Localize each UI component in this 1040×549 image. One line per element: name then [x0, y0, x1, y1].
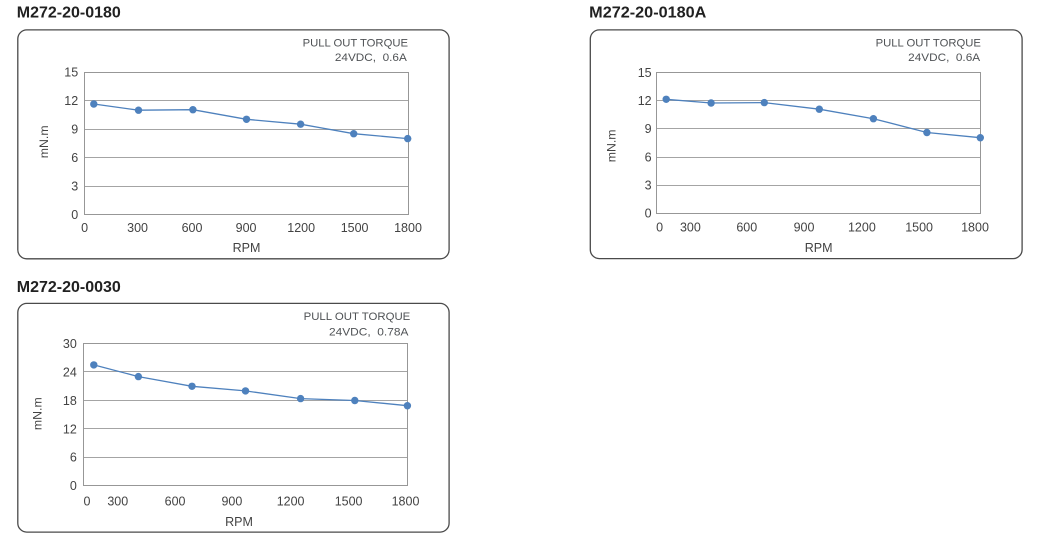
svg-text:6: 6 [645, 150, 652, 164]
svg-text:600: 600 [182, 221, 203, 235]
svg-text:3: 3 [71, 180, 78, 194]
svg-text:24VDC, 0.6A: 24VDC, 0.6A [335, 52, 407, 64]
svg-text:RPM: RPM [225, 515, 253, 529]
svg-text:12: 12 [638, 94, 652, 108]
svg-text:3: 3 [645, 179, 652, 193]
svg-text:RPM: RPM [233, 241, 261, 255]
svg-text:M272-20-0180A: M272-20-0180A [589, 5, 706, 22]
svg-text:300: 300 [680, 220, 701, 234]
svg-text:12: 12 [63, 422, 77, 436]
svg-text:1500: 1500 [335, 494, 363, 508]
svg-text:900: 900 [236, 221, 257, 235]
svg-text:6: 6 [70, 451, 77, 465]
svg-text:PULL OUT TORQUE: PULL OUT TORQUE [876, 37, 982, 49]
svg-text:mN.m: mN.m [604, 130, 618, 163]
svg-text:0: 0 [84, 494, 91, 508]
svg-text:PULL OUT TORQUE: PULL OUT TORQUE [303, 37, 409, 49]
svg-text:9: 9 [71, 123, 78, 137]
svg-text:0: 0 [645, 207, 652, 221]
svg-text:18: 18 [63, 394, 77, 408]
svg-text:9: 9 [645, 122, 652, 136]
svg-text:24VDC, 0.78A: 24VDC, 0.78A [329, 326, 409, 338]
svg-text:0: 0 [71, 208, 78, 222]
svg-text:600: 600 [165, 494, 186, 508]
svg-text:6: 6 [71, 151, 78, 165]
svg-text:1800: 1800 [392, 494, 420, 508]
svg-text:1800: 1800 [394, 221, 422, 235]
svg-text:0: 0 [656, 220, 663, 234]
svg-text:1800: 1800 [961, 220, 989, 234]
svg-text:mN.m: mN.m [31, 397, 45, 430]
svg-text:30: 30 [63, 337, 77, 351]
svg-text:600: 600 [736, 220, 757, 234]
svg-text:1500: 1500 [341, 221, 369, 235]
svg-text:0: 0 [70, 479, 77, 493]
svg-text:24VDC, 0.6A: 24VDC, 0.6A [908, 52, 980, 64]
svg-text:0: 0 [81, 221, 88, 235]
svg-text:300: 300 [107, 494, 128, 508]
svg-text:RPM: RPM [805, 241, 833, 255]
svg-text:M272-20-0180: M272-20-0180 [17, 5, 121, 22]
svg-text:300: 300 [127, 221, 148, 235]
svg-text:PULL OUT TORQUE: PULL OUT TORQUE [304, 311, 411, 323]
svg-text:24: 24 [63, 365, 77, 379]
svg-text:1200: 1200 [848, 220, 876, 234]
svg-text:15: 15 [64, 66, 78, 80]
svg-text:1200: 1200 [287, 221, 315, 235]
svg-text:M272-20-0030: M272-20-0030 [17, 279, 121, 296]
svg-text:15: 15 [638, 66, 652, 80]
svg-text:900: 900 [221, 494, 242, 508]
svg-text:mN.m: mN.m [37, 125, 51, 158]
svg-text:1200: 1200 [277, 494, 305, 508]
svg-text:12: 12 [64, 94, 78, 108]
svg-text:1500: 1500 [905, 220, 933, 234]
svg-text:900: 900 [794, 220, 815, 234]
